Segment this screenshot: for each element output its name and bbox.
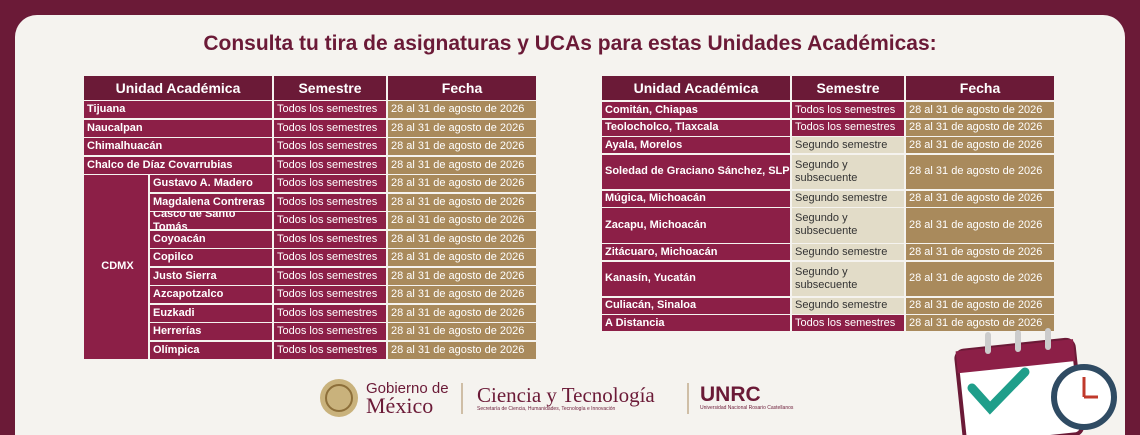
campus-cell: Euzkadi — [150, 304, 272, 322]
unidad-cell: Soledad de Graciano Sánchez, SLP — [602, 154, 790, 189]
header-cell: Semestre — [792, 76, 904, 100]
semestre-cell: Todos los semestres — [274, 101, 386, 118]
fecha-cell: 28 al 31 de agosto de 2026 — [388, 249, 536, 266]
semestre-cell: Todos los semestres — [274, 193, 386, 211]
fecha-cell: 28 al 31 de agosto de 2026 — [388, 212, 536, 229]
semestre-cell: Todos los semestres — [274, 119, 386, 137]
group-cell: CDMX — [84, 175, 148, 359]
campus-cell: Coyoacán — [150, 230, 272, 248]
semestre-cell: Todos los semestres — [274, 267, 386, 285]
unidad-cell: Kanasín, Yucatán — [602, 261, 790, 296]
gobierno-text: Gobierno de — [366, 380, 449, 397]
fecha-cell: 28 al 31 de agosto de 2026 — [388, 156, 536, 174]
campus-cell: Olímpica — [150, 341, 272, 359]
fecha-cell: 28 al 31 de agosto de 2026 — [388, 138, 536, 155]
unrc-sub: Universidad Nacional Rosario Castellanos — [700, 405, 794, 411]
semestre-cell: Todos los semestres — [274, 156, 386, 174]
semestre-cell: Segundo semestre — [792, 244, 904, 260]
campus-cell: Magdalena Contreras — [150, 193, 272, 211]
campus-cell: Herrerías — [150, 323, 272, 340]
unrc-text: UNRC — [700, 383, 761, 406]
ciencia-sub: Secretaría de Ciencia, Humanidades, Tecn… — [477, 406, 616, 412]
mexico-text: México — [366, 393, 434, 418]
semestre-cell: Todos los semestres — [792, 119, 904, 136]
unidad-cell: Naucalpan — [84, 119, 272, 137]
unidad-cell: Ayala, Morelos — [602, 137, 790, 153]
fecha-cell: 28 al 31 de agosto de 2026 — [906, 137, 1054, 153]
semestre-cell: Todos los semestres — [274, 212, 386, 229]
semestre-cell: Todos los semestres — [274, 323, 386, 340]
unidad-cell: A Distancia — [602, 315, 790, 331]
ciencia-text: Ciencia y Tecnología — [477, 383, 655, 407]
semestre-cell: Todos los semestres — [792, 315, 904, 331]
fecha-cell: 28 al 31 de agosto de 2026 — [906, 297, 1054, 314]
header-cell: Fecha — [388, 76, 536, 100]
semestre-cell: Todos los semestres — [274, 230, 386, 248]
unidad-cell: Tijuana — [84, 101, 272, 118]
semestre-cell: Todos los semestres — [274, 175, 386, 192]
header-cell: Fecha — [906, 76, 1054, 100]
fecha-cell: 28 al 31 de agosto de 2026 — [388, 230, 536, 248]
campus-cell: Justo Sierra — [150, 267, 272, 285]
fecha-cell: 28 al 31 de agosto de 2026 — [388, 267, 536, 285]
semestre-cell: Todos los semestres — [274, 341, 386, 359]
fecha-cell: 28 al 31 de agosto de 2026 — [906, 208, 1054, 243]
unidad-cell: Culiacán, Sinaloa — [602, 297, 790, 314]
fecha-cell: 28 al 31 de agosto de 2026 — [906, 154, 1054, 189]
campus-cell: Casco de Santo Tomás — [150, 212, 272, 229]
fecha-cell: 28 al 31 de agosto de 2026 — [388, 193, 536, 211]
calendar-icon — [954, 328, 1117, 435]
unidad-cell: Chimalhuacán — [84, 138, 272, 155]
unidad-cell: Comitán, Chiapas — [602, 102, 790, 118]
fecha-cell: 28 al 31 de agosto de 2026 — [388, 323, 536, 340]
semestre-cell: Segundo semestre — [792, 190, 904, 207]
semestre-cell: Segundo y subsecuente — [792, 208, 904, 243]
header-cell: Unidad Académica — [84, 76, 272, 100]
semestre-cell: Segundo y subsecuente — [792, 261, 904, 296]
unidad-cell: Zitácuaro, Michoacán — [602, 244, 790, 260]
fecha-cell: 28 al 31 de agosto de 2026 — [388, 286, 536, 303]
campus-cell: Gustavo A. Madero — [150, 175, 272, 192]
semestre-cell: Segundo semestre — [792, 297, 904, 314]
semestre-cell: Todos los semestres — [792, 102, 904, 118]
semestre-cell: Segundo y subsecuente — [792, 154, 904, 189]
fecha-cell: 28 al 31 de agosto de 2026 — [906, 102, 1054, 118]
semestre-cell: Todos los semestres — [274, 304, 386, 322]
fecha-cell: 28 al 31 de agosto de 2026 — [906, 315, 1054, 331]
semestre-cell: Todos los semestres — [274, 249, 386, 266]
fecha-cell: 28 al 31 de agosto de 2026 — [388, 341, 536, 359]
semestre-cell: Segundo semestre — [792, 137, 904, 153]
fecha-cell: 28 al 31 de agosto de 2026 — [906, 119, 1054, 136]
fecha-cell: 28 al 31 de agosto de 2026 — [906, 261, 1054, 296]
fecha-cell: 28 al 31 de agosto de 2026 — [388, 101, 536, 118]
semestre-cell: Todos los semestres — [274, 286, 386, 303]
semestre-cell: Todos los semestres — [274, 138, 386, 155]
unidad-cell: Múgica, Michoacán — [602, 190, 790, 207]
unidad-cell: Zacapu, Michoacán — [602, 208, 790, 243]
fecha-cell: 28 al 31 de agosto de 2026 — [388, 119, 536, 137]
campus-cell: Azcapotzalco — [150, 286, 272, 303]
fecha-cell: 28 al 31 de agosto de 2026 — [906, 190, 1054, 207]
fecha-cell: 28 al 31 de agosto de 2026 — [388, 175, 536, 192]
unidad-cell: Teolocholco, Tlaxcala — [602, 119, 790, 136]
header-cell: Semestre — [274, 76, 386, 100]
title: Consulta tu tira de asignaturas y UCAs p… — [203, 32, 937, 55]
fecha-cell: 28 al 31 de agosto de 2026 — [906, 244, 1054, 260]
fecha-cell: 28 al 31 de agosto de 2026 — [388, 304, 536, 322]
campus-cell: Copilco — [150, 249, 272, 266]
seal-ring — [325, 384, 353, 412]
unidad-cell: Chalco de Díaz Covarrubias — [84, 156, 272, 174]
header-cell: Unidad Académica — [602, 76, 790, 100]
